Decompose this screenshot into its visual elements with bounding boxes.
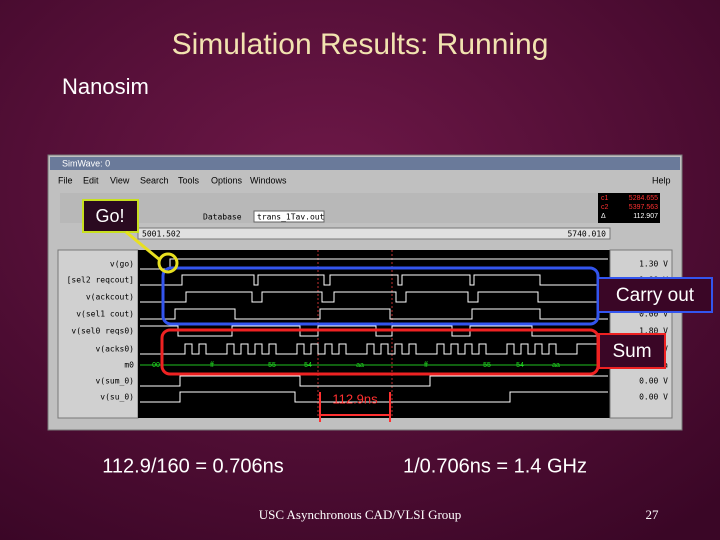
menu-item: Search [140, 175, 169, 185]
title-bar [50, 157, 680, 170]
cursor-value: 5397.563 [629, 204, 658, 211]
menu-item: Tools [178, 175, 200, 185]
signal-value: 0.00 V [639, 377, 668, 386]
cursor-box [598, 193, 660, 223]
menu-item: Options [211, 175, 243, 185]
waveform [140, 343, 608, 355]
interval-text: 112.9ns [332, 391, 378, 406]
waveform [140, 375, 608, 387]
carry-callout [597, 277, 713, 313]
signal-name: v(sum_0) [95, 377, 134, 386]
slide-title: Simulation Results: Running [172, 28, 549, 61]
menu-item: Windows [250, 175, 287, 185]
sum-callout [598, 333, 666, 369]
database-name: trans_1Tav.out [257, 213, 325, 222]
cursor-label: c1 [601, 195, 609, 202]
waveform [140, 274, 608, 286]
menu-item: Help [652, 175, 671, 185]
bus-value: 54 [304, 362, 312, 369]
bus-value: ff [424, 362, 428, 369]
menu-item: View [110, 175, 130, 185]
signal-name: v(go) [110, 260, 134, 269]
bus-value: 54 [516, 362, 524, 369]
toolbar [60, 193, 600, 223]
time-end: 5740.010 [567, 230, 606, 239]
signal-name: v(sel0 reqs0) [71, 327, 134, 336]
signal-name: v(acks0) [95, 345, 134, 354]
bus-value: 55 [268, 362, 276, 369]
go-circle [157, 252, 179, 274]
go-text: Go! [95, 206, 124, 226]
bus-value: 00 [152, 362, 160, 369]
signal-value: 1.80 V [639, 327, 668, 336]
equation: 112.9/160 = 0.706ns [102, 455, 283, 477]
time-start: 5001.502 [142, 230, 181, 239]
cursor-value: 112.907 [633, 213, 658, 220]
waveform [140, 291, 608, 303]
signal-name: v(sel1 cout) [76, 310, 134, 319]
carry-text: Carry out [616, 285, 695, 306]
slide-subtitle: Nanosim [62, 74, 149, 99]
signal-value: 0.00 V [639, 393, 668, 402]
signal-name: v(ackcout) [86, 293, 134, 302]
waveform [140, 308, 608, 320]
cursor-value: 5284.655 [629, 195, 658, 202]
database-field [253, 210, 325, 223]
bus-value: 55 [483, 362, 491, 369]
bus-value: ff [210, 362, 214, 369]
cursor-label: Δ [601, 213, 606, 220]
bus-value: aa [356, 362, 364, 369]
bus-value: aa [552, 362, 560, 369]
go-callout [82, 199, 139, 233]
signal-value: 0.00 V [639, 310, 668, 319]
signal-value: 1.30 V [639, 260, 668, 269]
signal-name: [sel2 reqcout] [67, 276, 134, 285]
signal-name: m0 [124, 361, 134, 370]
window-title: SimWave: 0 [62, 158, 110, 168]
go-arrow [125, 230, 161, 262]
signal-name: v(su_0) [100, 393, 134, 402]
footer: USC Asynchronous CAD/VLSI Group [259, 507, 462, 522]
page-number: 27 [646, 507, 660, 522]
time-bar [137, 227, 611, 240]
database-label: Database [203, 213, 242, 222]
waveform [140, 258, 608, 270]
waveform [140, 391, 608, 403]
menu-item: Edit [83, 175, 99, 185]
signal-panel [57, 249, 139, 419]
cursor-label: c2 [601, 204, 609, 211]
wave-area [138, 250, 610, 418]
menu-item: File [58, 175, 73, 185]
equation: 1/0.706ns = 1.4 GHz [403, 455, 587, 477]
sum-text: Sum [612, 341, 651, 362]
